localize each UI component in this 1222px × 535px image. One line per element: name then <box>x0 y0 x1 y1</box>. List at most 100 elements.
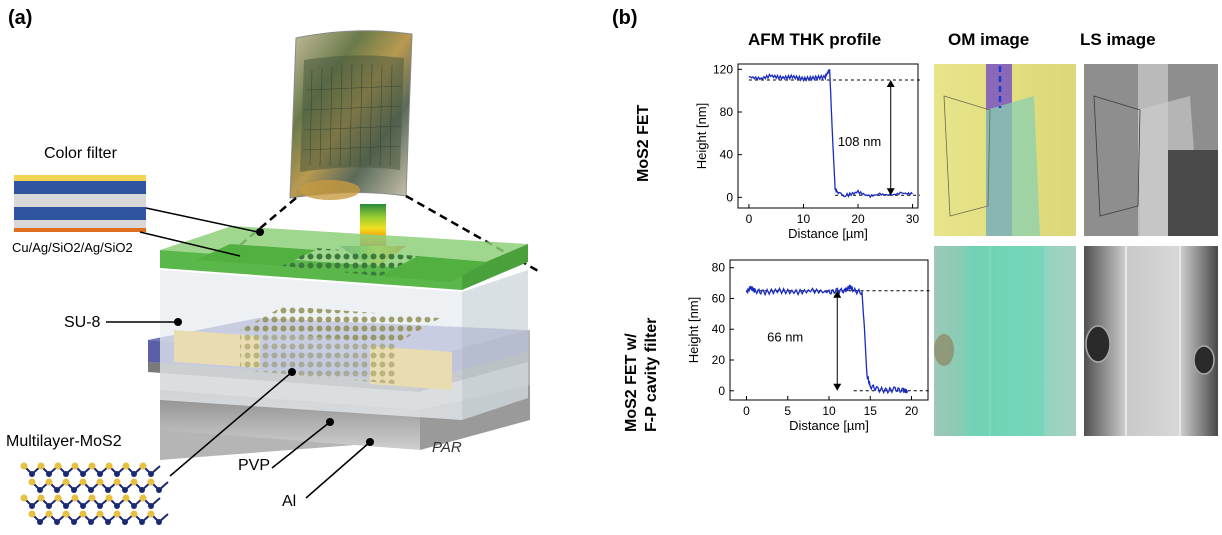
mo-atom <box>54 519 60 525</box>
ls-image-top <box>1084 64 1218 236</box>
mos2-lattice-icon <box>20 462 169 525</box>
afm-profile-chart-1: 0 10 20 30 0 40 80 120 Distance [µm] Height [nm] 1… <box>694 62 920 241</box>
mo-atom <box>131 471 137 477</box>
col-header-afm: AFM THK profile <box>748 30 881 49</box>
mo-atom <box>88 487 94 493</box>
y-tick-label: 80 <box>712 261 726 275</box>
row-label-1: MoS2 FET <box>635 104 652 182</box>
x-axis-label: Distance [µm] <box>788 226 868 241</box>
x-tick-label: 20 <box>851 212 865 226</box>
s-atom <box>71 462 79 470</box>
s-atom <box>62 478 70 486</box>
mo-atom <box>114 503 120 509</box>
s-atom <box>28 510 36 518</box>
s-atom <box>105 462 113 470</box>
x-tick-label: 0 <box>746 212 753 226</box>
al-label: Al <box>282 493 296 510</box>
y-tick-label: 0 <box>726 190 733 204</box>
s-atom <box>96 478 104 486</box>
y-tick-label: 20 <box>712 353 726 367</box>
s-atom <box>79 478 87 486</box>
s-atom <box>20 462 28 470</box>
color-filter-label: Color filter <box>44 145 118 162</box>
s-atom <box>37 494 45 502</box>
s-atom <box>45 510 53 518</box>
s-atom <box>71 494 79 502</box>
s-atom <box>28 478 36 486</box>
s-atom <box>20 494 28 502</box>
mo-atom <box>156 487 162 493</box>
height-profile-line <box>748 69 913 199</box>
s-atom <box>113 478 121 486</box>
step-height-label: 66 nm <box>767 330 803 345</box>
mo-atom <box>80 503 86 509</box>
color-filter-stack-label: Cu/Ag/SiO2/Ag/SiO2 <box>12 240 133 255</box>
pvp-label: PVP <box>238 457 270 474</box>
arrowhead-down <box>886 188 895 196</box>
x-axis-label: Distance [µm] <box>789 418 869 433</box>
plot-area <box>729 259 929 401</box>
arrowhead-up <box>833 290 842 298</box>
s-atom <box>122 494 130 502</box>
mo-atom <box>29 471 35 477</box>
s-atom <box>96 510 104 518</box>
mo-atom <box>122 487 128 493</box>
mo-atom <box>80 471 86 477</box>
s-atom <box>79 510 87 518</box>
s-atom <box>139 462 147 470</box>
afm-profile-chart-2: 0 5 10 15 20 0 20 40 60 80 Distance [µm] Height [nm… <box>686 259 930 433</box>
mo-atom <box>122 519 128 525</box>
mo-atom <box>46 503 52 509</box>
col-header-ls: LS image <box>1080 30 1156 49</box>
mos2-label: Multilayer-MoS2 <box>6 433 122 450</box>
plot-area <box>737 63 919 209</box>
s-atom <box>130 510 138 518</box>
device-stack <box>148 226 530 460</box>
mo-atom <box>97 471 103 477</box>
mo-atom <box>105 519 111 525</box>
s-atom <box>105 494 113 502</box>
mo-atom <box>54 487 60 493</box>
y-axis-label: Height [nm] <box>694 103 709 169</box>
x-tick-label: 10 <box>822 404 836 418</box>
x-tick-label: 20 <box>905 404 919 418</box>
mo-atom <box>88 519 94 525</box>
s-atom <box>54 494 62 502</box>
ls-image-bottom <box>1084 246 1218 436</box>
y-tick-label: 120 <box>713 62 733 76</box>
mo-atom <box>131 503 137 509</box>
arrowhead-down <box>833 383 842 391</box>
s-atom <box>88 494 96 502</box>
mo-atom <box>148 503 154 509</box>
mo-atom <box>46 471 52 477</box>
x-tick-label: 10 <box>797 212 811 226</box>
y-tick-label: 0 <box>718 384 725 398</box>
s-atom <box>113 510 121 518</box>
s-atom <box>130 478 138 486</box>
mo-atom <box>63 471 69 477</box>
arrowhead-up <box>886 80 895 87</box>
s-atom <box>88 462 96 470</box>
mo-atom <box>97 503 103 509</box>
s-atom <box>147 510 155 518</box>
x-tick-label: 30 <box>906 212 920 226</box>
y-tick-label: 80 <box>720 105 734 119</box>
panel-a-letter: (a) <box>8 7 32 29</box>
mo-atom <box>37 519 43 525</box>
s-atom <box>147 478 155 486</box>
mo-atom <box>71 487 77 493</box>
step-height-label: 108 nm <box>838 134 881 149</box>
x-tick-label: 0 <box>743 404 750 418</box>
x-tick-label: 5 <box>784 404 791 418</box>
mo-atom <box>105 487 111 493</box>
om-image-bottom <box>934 246 1076 436</box>
mo-atom <box>37 487 43 493</box>
y-tick-label: 60 <box>712 291 726 305</box>
s-atom <box>122 462 130 470</box>
om-image-top <box>934 64 1076 236</box>
y-tick-label: 40 <box>712 322 726 336</box>
mo-atom <box>148 471 154 477</box>
mo-atom <box>139 519 145 525</box>
row-label-2-line1: MoS2 FET w/ <box>623 333 640 432</box>
